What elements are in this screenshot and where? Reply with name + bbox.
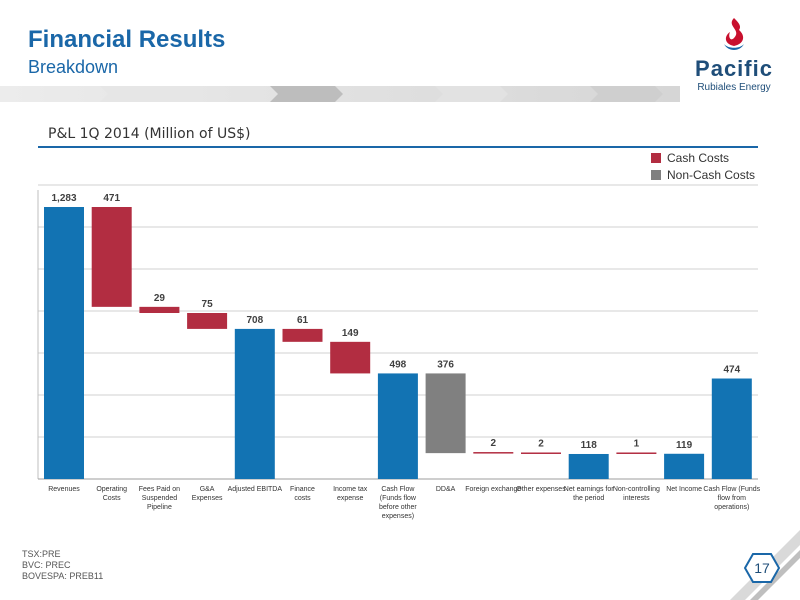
waterfall-bar [282, 328, 323, 342]
data-label: 1 [634, 438, 640, 449]
logo-wordmark: Pacific [695, 56, 773, 81]
ticker-bvc: BVC: PREC [22, 560, 71, 570]
category-label: (Funds flow [380, 495, 417, 502]
category-label: G&A [200, 486, 215, 493]
category-label: Other expenses [516, 486, 566, 493]
category-label: interests [623, 495, 650, 502]
category-label: Net Income [666, 486, 702, 493]
flame-logo-icon [724, 18, 744, 50]
data-label: 1,283 [51, 193, 76, 204]
category-label: Net earnings for [564, 486, 614, 493]
waterfall-bar [44, 207, 84, 479]
category-label: Cash Flow (Funds [703, 486, 760, 493]
page-number: 17 [754, 560, 770, 576]
category-label: DD&A [436, 486, 456, 493]
waterfall-bar [473, 452, 514, 454]
category-label: Foreign exchange [465, 486, 521, 493]
data-label: 29 [154, 293, 166, 304]
chart-title-rule [38, 146, 758, 148]
category-label: Expenses [192, 495, 223, 502]
waterfall-bar [616, 452, 657, 454]
chart-title: P&L 1Q 2014 (Million of US$) [48, 126, 251, 142]
company-logo: Pacific Rubiales Energy [684, 16, 784, 96]
category-label: expense [337, 495, 364, 502]
category-label: Finance [290, 486, 315, 493]
category-label: operations) [714, 504, 749, 511]
data-label: 119 [676, 440, 693, 451]
category-label: Income tax [333, 486, 368, 493]
legend-swatch-non-cash-costs [651, 170, 661, 180]
waterfall-bar [711, 378, 752, 479]
category-label: flow from [718, 495, 747, 502]
category-label: Costs [103, 495, 121, 502]
data-label: 149 [342, 328, 359, 339]
waterfall-bar [234, 328, 275, 479]
data-label: 471 [103, 193, 120, 204]
corner-decoration [730, 530, 800, 600]
category-label: expenses) [382, 513, 414, 520]
data-label: 61 [297, 315, 309, 326]
page-number-badge-icon [744, 553, 780, 583]
category-label: Adjusted EBITDA [228, 486, 283, 493]
waterfall-bar [377, 373, 418, 479]
waterfall-bar [330, 341, 371, 374]
data-label: 708 [246, 315, 263, 326]
category-label: Pipeline [147, 504, 172, 511]
chart-legend: Cash Costs Non-Cash Costs [651, 150, 755, 184]
data-label: 75 [202, 299, 214, 310]
legend-item-non-cash-costs: Non-Cash Costs [651, 167, 755, 183]
data-label: 498 [390, 359, 407, 370]
waterfall-bar [521, 452, 561, 454]
category-label: before other [379, 504, 417, 511]
data-label: 2 [491, 438, 497, 449]
category-label: Fees Paid on [139, 486, 180, 493]
data-label: 376 [437, 359, 454, 370]
legend-swatch-cash-costs [651, 153, 661, 163]
legend-item-cash-costs: Cash Costs [651, 150, 755, 166]
data-label: 2 [538, 438, 544, 449]
page-subtitle: Breakdown [28, 57, 119, 77]
legend-label: Non-Cash Costs [667, 168, 756, 182]
logo-subtitle: Rubiales Energy [697, 82, 771, 93]
category-label: Suspended [142, 495, 178, 502]
waterfall-bar [91, 207, 132, 307]
category-label: Operating [96, 486, 127, 493]
legend-label: Cash Costs [667, 151, 730, 165]
waterfall-bar [139, 306, 180, 314]
data-label: 474 [723, 365, 740, 376]
waterfall-bar [187, 313, 228, 329]
ticker-bovespa: BOVESPA: PREB11 [22, 571, 104, 581]
waterfall-bar [425, 373, 466, 454]
category-label: costs [294, 495, 311, 502]
category-label: Revenues [48, 486, 80, 493]
category-label: the period [573, 495, 604, 502]
page-title: Financial Results [28, 26, 226, 53]
data-label: 118 [581, 440, 598, 451]
category-label: Non-controlling [613, 486, 660, 493]
waterfall-bar [664, 453, 705, 479]
category-label: Cash Flow [381, 486, 415, 493]
waterfall-bar [568, 453, 609, 479]
ticker-footer: TSX:PRE BVC: PREC BOVESPA: PREB11 [22, 549, 103, 582]
ticker-tsx: TSX:PRE [22, 549, 61, 559]
header-banner [0, 86, 680, 102]
